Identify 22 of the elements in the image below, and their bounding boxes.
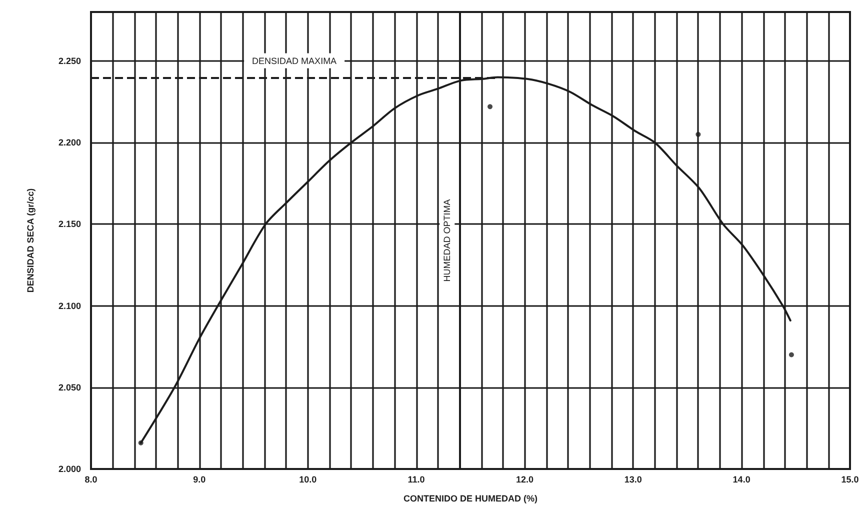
- x-tick-label: 14.0: [732, 474, 750, 484]
- x-tick-label: 10.0: [299, 474, 317, 484]
- y-tick-label: 2.050: [58, 382, 81, 392]
- y-tick-label: 2.100: [58, 300, 81, 311]
- point: [488, 104, 493, 110]
- x-tick-label: 13.0: [624, 474, 642, 484]
- point: [138, 440, 144, 446]
- x-tick-label: 15.0: [841, 474, 859, 484]
- ref-line-label: HUMEDAD OPTIMA: [442, 199, 452, 282]
- ref-line-label: DENSIDAD MAXIMA: [252, 56, 337, 66]
- x-tick-label: 11.0: [408, 474, 425, 484]
- x-tick-label: 9.0: [193, 474, 206, 484]
- point: [696, 132, 701, 137]
- y-axis-title: DENSIDAD SECA (gr/cc): [26, 188, 36, 293]
- point: [788, 352, 794, 358]
- x-axis-title: CONTENIDO DE HUMEDAD (%): [404, 494, 538, 504]
- x-tick-label: 8.0: [84, 474, 98, 484]
- x-tick-label: 12.0: [516, 474, 534, 484]
- y-tick-label: 2.250: [58, 56, 81, 66]
- y-tick-label: 2.150: [58, 219, 81, 230]
- y-tick-label: 2.200: [58, 138, 81, 148]
- y-tick-label: 2.000: [58, 464, 81, 474]
